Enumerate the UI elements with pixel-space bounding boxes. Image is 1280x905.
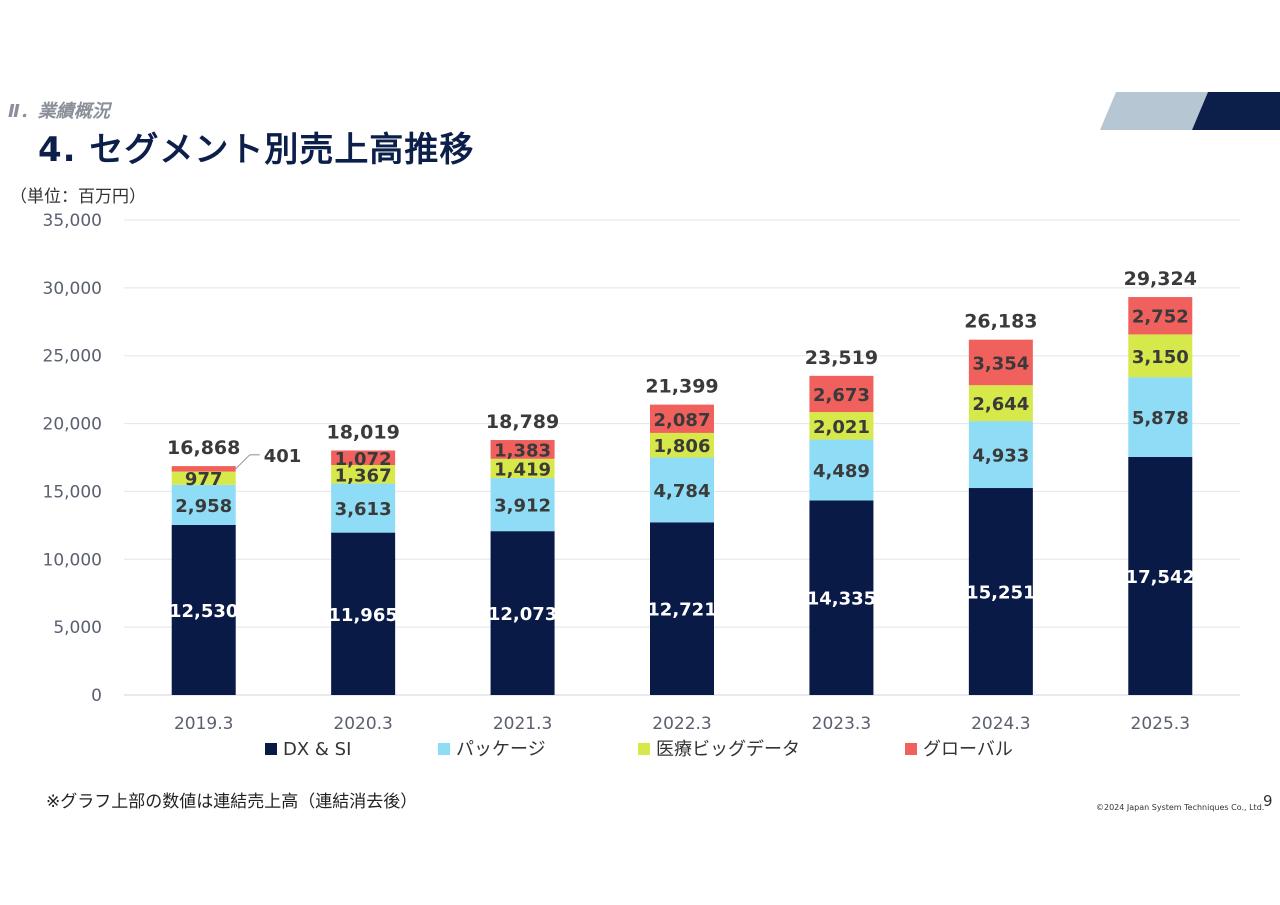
bar-segment (968, 385, 1033, 422)
bar-segment (490, 440, 555, 459)
bar-segment (809, 500, 874, 695)
segment-value-label: 1,419 (494, 459, 551, 480)
bar-segment (171, 466, 236, 472)
segment-value-label: 2,958 (175, 496, 232, 517)
header-decoration (1100, 92, 1280, 130)
segment-value-label: 12,073 (488, 604, 557, 625)
decoration-light-stripe (1100, 92, 1208, 130)
total-value-label: 18,789 (486, 411, 559, 433)
total-value-label: 23,519 (805, 347, 878, 369)
copyright: ©2024 Japan System Techniques Co., Ltd. (1096, 803, 1265, 812)
legend-label: 医療ビッグデータ (656, 739, 800, 760)
segment-value-label: 11,965 (328, 605, 397, 626)
segment-value-label: 12,721 (647, 600, 716, 621)
segment-value-label: 2,644 (972, 394, 1029, 415)
bar-segment (331, 532, 396, 695)
bar-segment (490, 531, 555, 695)
legend-label: パッケージ (456, 739, 546, 760)
footnote: ※グラフ上部の数値は連結売上高（連結消去後） (46, 792, 418, 812)
total-value-label: 21,399 (645, 376, 718, 398)
leader-line (235, 454, 251, 470)
bar-segment (968, 488, 1033, 695)
bar-segment (809, 375, 874, 413)
decoration-dark-stripe (1192, 92, 1280, 130)
segment-value-label: 2,021 (813, 417, 870, 438)
segment-value-label: 5,878 (1132, 408, 1189, 429)
x-tick-label: 2019.3 (174, 714, 233, 734)
segment-value-label: 2,752 (1132, 307, 1189, 328)
section-label: Ⅱ．業績概況 (8, 101, 110, 122)
segment-value-label: 3,150 (1132, 347, 1189, 368)
segment-value-label: 4,489 (813, 461, 870, 482)
bar-segment (490, 478, 555, 532)
total-value-label: 29,324 (1124, 268, 1197, 290)
segment-value-label: 3,354 (972, 353, 1029, 374)
segment-value-label: 15,251 (966, 583, 1035, 604)
page-title: 4. セグメント別売上高推移 (38, 130, 475, 170)
segment-value-label: 17,542 (1126, 567, 1195, 588)
total-value-label: 26,183 (964, 311, 1037, 333)
y-tick-label: 5,000 (53, 618, 102, 638)
segment-value-label: 1,367 (335, 465, 392, 486)
segment-value-label: 14,335 (807, 589, 876, 610)
total-value-label: 16,868 (167, 437, 240, 459)
x-tick-label: 2022.3 (652, 714, 711, 734)
bar-segment (809, 412, 874, 440)
bar-segment (331, 465, 396, 484)
segment-value-label: 2,087 (654, 410, 711, 431)
bar-segment (1128, 377, 1193, 457)
y-tick-label: 15,000 (43, 482, 102, 502)
bar-segment (1128, 297, 1193, 335)
y-tick-label: 10,000 (43, 550, 102, 570)
bar-segment (171, 484, 236, 525)
y-tick-label: 0 (91, 686, 102, 706)
bar-segment (650, 404, 714, 433)
bar-segment (650, 522, 714, 695)
bar-segment (650, 432, 714, 458)
y-tick-label: 30,000 (43, 279, 102, 299)
segment-value-label: 3,613 (335, 499, 392, 520)
legend-label: DX & SI (283, 739, 351, 760)
segment-sales-chart: 0 5,000 10,000 15,000 20,000 25,000 30,000 35,0… (43, 211, 1240, 760)
legend-label: グローバル (923, 739, 1013, 760)
x-tick-label: 2025.3 (1131, 714, 1190, 734)
segment-value-label: 3,912 (494, 496, 551, 517)
page-number: 9 (1263, 792, 1273, 810)
legend-swatch (265, 743, 277, 755)
bar-segment (331, 450, 396, 466)
bar-segment (331, 483, 396, 533)
bar-segment (1128, 456, 1193, 695)
segment-value-label: 1,806 (654, 436, 711, 457)
bar-segment (968, 339, 1033, 386)
total-value-label: 18,019 (326, 421, 399, 443)
x-tick-label: 2024.3 (971, 714, 1030, 734)
bar-segment (490, 458, 555, 479)
legend-swatch (438, 743, 450, 755)
bar-segment (650, 457, 714, 523)
bar-segment (1128, 334, 1193, 378)
bar-segment (809, 439, 874, 501)
unit-label: （単位：百万円） (10, 187, 146, 207)
segment-value-label: 2,673 (813, 385, 870, 406)
x-tick-label: 2023.3 (812, 714, 871, 734)
segment-value-label: 4,933 (972, 446, 1029, 467)
segment-value-label: 401 (264, 446, 302, 467)
legend-swatch (638, 743, 650, 755)
bar-segment (171, 471, 236, 485)
segment-value-label: 4,784 (654, 481, 711, 502)
y-tick-label: 25,000 (43, 347, 102, 367)
x-tick-label: 2021.3 (493, 714, 552, 734)
segment-value-label: 12,530 (169, 601, 238, 622)
segment-value-label: 1,383 (494, 440, 551, 461)
y-tick-label: 20,000 (43, 415, 102, 435)
segment-value-label: 1,072 (335, 449, 392, 470)
bar-segment (968, 421, 1033, 489)
segment-value-label: 977 (185, 469, 223, 490)
y-tick-label: 35,000 (43, 211, 102, 231)
legend-swatch (905, 743, 917, 755)
bar-segment (171, 524, 236, 695)
x-tick-label: 2020.3 (333, 714, 392, 734)
